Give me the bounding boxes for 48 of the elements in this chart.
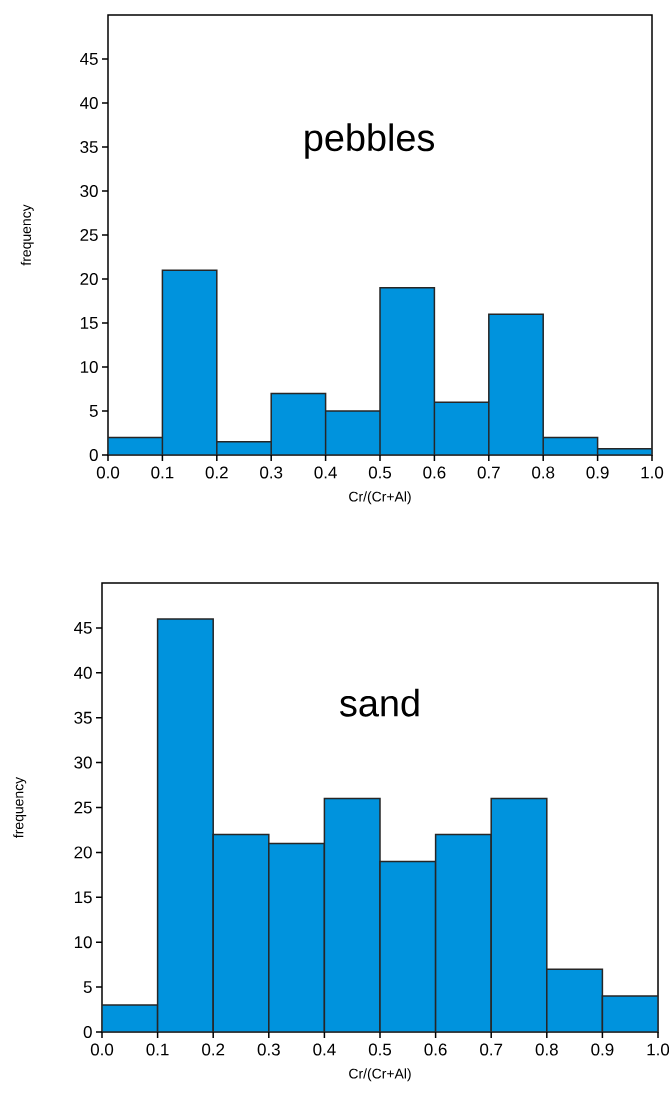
x-tick-label: 0.5	[368, 466, 392, 479]
x-tick-label: 1.0	[647, 1043, 669, 1056]
x-tick-label: 0.6	[424, 1043, 447, 1056]
y-tick-label: 30	[74, 756, 92, 769]
y-axis-title: frequency	[20, 204, 34, 266]
x-tick-label: 0.8	[532, 466, 555, 479]
y-tick-label: 10	[74, 936, 92, 949]
x-axis-title: Cr/(Cr+Al)	[349, 1068, 411, 1082]
text: pebbles	[305, 123, 435, 159]
x-tick-label: 0.1	[146, 1043, 169, 1056]
x-axis-title: Cr/(Cr+Al)	[349, 491, 411, 505]
x-tick-label: 0.8	[535, 1043, 558, 1056]
x-tick-label: 0.1	[151, 466, 174, 479]
x-tick-label: 1.0	[641, 466, 664, 479]
y-tick-label: 15	[80, 317, 98, 329]
text: sand	[340, 688, 419, 717]
x-tick-label: 0.3	[257, 1043, 280, 1056]
y-tick-label: 20	[74, 846, 92, 859]
x-tick-label: 0.7	[480, 1043, 503, 1056]
y-tick-label: 5	[89, 405, 98, 417]
y-tick-label: 30	[80, 184, 98, 197]
y-tick-label: 45	[80, 53, 98, 65]
x-tick-label: 0.4	[314, 466, 337, 479]
y-tick-label: 40	[80, 97, 98, 109]
y-tick-label: 15	[74, 891, 92, 904]
x-tick-label: 0.3	[260, 466, 283, 479]
x-tick-label: 0.9	[591, 1043, 614, 1056]
y-tick-label: 45	[74, 621, 92, 634]
y-tick-label: 5	[83, 981, 92, 994]
x-tick-label: 0.2	[205, 466, 228, 479]
x-tick-label: 0.2	[202, 1043, 225, 1056]
y-tick-label: 10	[80, 360, 98, 373]
y-tick-label: 35	[74, 711, 92, 724]
y-tick-label: 0	[83, 1026, 92, 1038]
y-tick-label: 25	[74, 801, 92, 814]
y-tick-label: 35	[80, 140, 98, 153]
x-tick-label: 0.0	[90, 1043, 114, 1056]
x-tick-label: 0.0	[96, 466, 120, 479]
x-tick-label: 0.4	[313, 1043, 336, 1056]
y-tick-label: 25	[80, 228, 98, 241]
y-tick-label: 0	[89, 448, 98, 461]
x-tick-label: 0.6	[423, 466, 446, 479]
y-axis-title: frequency	[13, 776, 27, 838]
x-tick-label: 0.9	[586, 466, 609, 479]
y-tick-label: 20	[80, 272, 98, 285]
y-tick-label: 40	[74, 666, 92, 679]
x-tick-label: 0.5	[368, 1043, 392, 1056]
x-tick-label: 0.7	[477, 466, 500, 479]
